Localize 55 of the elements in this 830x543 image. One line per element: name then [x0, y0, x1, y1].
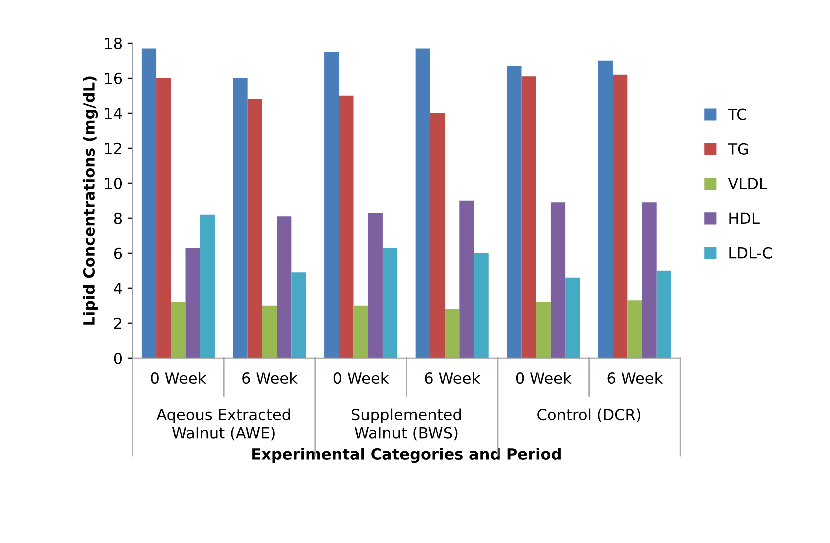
- text: Aqeous Extracted Walnut (AWE): [156, 408, 290, 441]
- bar: [248, 99, 262, 358]
- x-tick-label: 0 Week: [334, 372, 390, 384]
- x-tick-label: 0 Week: [151, 372, 207, 384]
- text: Supplemented Walnut (BWS): [352, 408, 462, 441]
- bar: [339, 96, 354, 358]
- bar: [445, 309, 460, 358]
- bar: [277, 216, 292, 358]
- bar: [522, 76, 536, 358]
- y-tick-label: 16: [105, 72, 122, 84]
- x-tick-label: 6 Week: [608, 372, 664, 384]
- y-tick-label: 0: [114, 352, 122, 364]
- bar: [368, 213, 383, 358]
- bar: [474, 253, 489, 358]
- bar: [656, 270, 672, 358]
- bar: [156, 78, 172, 358]
- bar: [613, 74, 628, 358]
- legend-label: TG: [728, 143, 748, 155]
- bar: [262, 306, 278, 358]
- y-tick-label: 18: [105, 38, 122, 50]
- bar: [171, 302, 186, 358]
- bar: [550, 202, 566, 358]
- y-tick-label: 12: [105, 142, 122, 154]
- bar: [536, 302, 551, 358]
- y-tick-label: 2: [114, 318, 122, 330]
- bar: [598, 60, 614, 358]
- bar: [430, 113, 446, 358]
- bar: [354, 306, 368, 358]
- y-tick-label: 6: [114, 248, 122, 260]
- bar: [186, 248, 200, 358]
- bar: [628, 300, 642, 358]
- bar: [416, 48, 430, 358]
- bar: [460, 200, 474, 358]
- x-tick-label: 0 Week: [516, 372, 572, 384]
- x-tick-label: 6 Week: [242, 372, 298, 384]
- y-tick-label: 10: [105, 178, 122, 190]
- bar: [642, 202, 657, 358]
- y-tick-label: 8: [114, 212, 122, 224]
- legend-label: TC: [728, 108, 746, 120]
- y-axis-title: Lipid Concentrations (mg/dL): [83, 76, 98, 325]
- bar: [233, 78, 248, 358]
- legend-label: VLDL: [728, 178, 768, 190]
- bar: [324, 52, 340, 358]
- y-tick-label: 4: [114, 283, 122, 294]
- legend-label: HDL: [730, 212, 760, 224]
- bar: [382, 248, 398, 358]
- bar: [507, 66, 522, 358]
- x-tick-label: 6 Week: [425, 372, 481, 384]
- text: Control (DCR): [538, 408, 641, 422]
- bar: [142, 48, 157, 358]
- legend-label: LDL-C: [730, 247, 772, 259]
- y-tick-label: 14: [105, 108, 122, 120]
- bar: [200, 214, 215, 358]
- bar: [566, 278, 580, 358]
- bar: [292, 272, 306, 358]
